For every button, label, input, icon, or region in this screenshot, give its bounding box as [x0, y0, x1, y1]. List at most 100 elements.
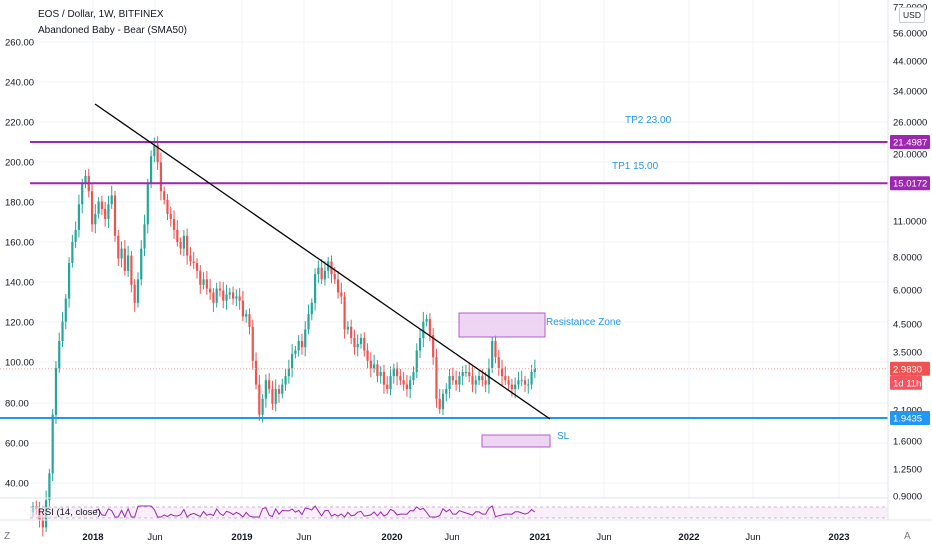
candle-body — [412, 372, 415, 381]
candle-body — [90, 191, 94, 225]
candle-body — [209, 288, 212, 293]
rsi-line — [95, 505, 536, 519]
left-axis-tick-label: 260.00 — [5, 38, 34, 49]
price-label-sl — [890, 411, 930, 425]
candle-body — [264, 380, 267, 399]
candle-body — [104, 208, 107, 219]
candle-body — [418, 338, 422, 351]
candle-body — [415, 350, 418, 373]
candle-body — [182, 235, 185, 249]
right-axis-tick-label: 1.6000 — [893, 437, 922, 448]
candle-body — [451, 376, 454, 381]
candle-body — [530, 372, 533, 385]
resistance-zone-label: Resistance Zone — [546, 317, 621, 328]
candle-body — [520, 380, 523, 382]
candle-body — [369, 360, 372, 369]
candle-body — [477, 376, 481, 381]
time-axis-tick-label: Jun — [596, 532, 611, 543]
candle-body — [353, 338, 356, 348]
candle-body — [461, 372, 464, 377]
candle-body — [504, 376, 507, 381]
currency-button[interactable]: USD — [899, 7, 925, 23]
candle-body — [127, 255, 130, 271]
candle-body — [277, 389, 281, 394]
candle-body — [146, 183, 149, 225]
candle-body — [376, 364, 379, 377]
rsi-label[interactable]: RSI (14, close) — [38, 507, 101, 518]
candle-body — [271, 389, 274, 404]
candle-body — [186, 235, 189, 256]
indicator-label: Abandoned Baby - Bear (SMA50) — [38, 25, 187, 36]
rsi-pane — [30, 505, 888, 519]
candle-body — [222, 290, 225, 301]
candle-body — [425, 319, 428, 322]
auto-scale-button[interactable]: A — [904, 531, 911, 542]
candle-body — [455, 380, 458, 385]
time-axis-tick-label: 2022 — [678, 532, 699, 543]
price-label-countdown — [890, 375, 922, 390]
timezone-button[interactable]: Z — [4, 531, 11, 542]
left-axis-tick-label: 140.00 — [5, 278, 34, 289]
candle-body — [251, 326, 254, 361]
candle-body — [514, 384, 517, 390]
right-axis-tick-label: 8.0000 — [893, 253, 922, 264]
candle-body — [336, 279, 340, 293]
candle-body — [320, 267, 323, 280]
candle-body — [445, 389, 448, 394]
candle-body — [97, 201, 100, 214]
candle-body — [238, 296, 241, 301]
candle-body — [136, 279, 140, 303]
price-label-text-countdown: 1d 11h — [893, 378, 921, 389]
time-axis-tick-label: Jun — [745, 532, 760, 543]
candle-body — [395, 368, 399, 377]
candle-body — [356, 344, 359, 348]
candle-body — [402, 380, 405, 385]
candle-body — [48, 473, 51, 501]
candle-body — [494, 341, 497, 358]
candle-body — [248, 314, 251, 327]
candle-body — [123, 248, 126, 271]
candle-body — [359, 338, 363, 345]
candle-body — [140, 248, 143, 280]
candle-body — [304, 329, 307, 348]
price-label-tp2 — [890, 135, 930, 149]
candle-body — [382, 372, 386, 385]
candle-body — [176, 229, 179, 242]
candle-body — [346, 326, 349, 330]
candle-body — [179, 241, 182, 249]
right-axis-tick-label: 11.0000 — [893, 217, 927, 228]
left-axis-tick-label: 40.00 — [5, 479, 29, 490]
candle-body — [517, 380, 520, 385]
left-axis-tick-label: 160.00 — [5, 238, 34, 249]
candle-body — [159, 162, 163, 192]
candle-body — [113, 195, 117, 236]
candle-body — [294, 350, 297, 354]
price-label-text-tp1: 15.0172 — [893, 179, 927, 190]
candle-body — [484, 380, 487, 385]
candle-body — [323, 270, 327, 280]
time-axis-tick-label: 2023 — [828, 532, 849, 543]
candle-body — [133, 284, 136, 303]
grid — [30, 0, 888, 498]
candle-body — [474, 380, 477, 385]
candle-body — [284, 376, 287, 385]
candle-body — [202, 279, 205, 285]
right-axis-tick-label: 0.9000 — [893, 492, 922, 503]
candle-body — [205, 279, 208, 289]
sl-zone — [481, 434, 551, 448]
candle-body — [468, 372, 471, 377]
overlays: TP2 23.00 TP1 15.00 Resistance Zone SL — [0, 103, 888, 448]
candle-body — [195, 262, 199, 271]
left-axis-tick-label: 100.00 — [5, 358, 34, 369]
candle-body — [172, 218, 176, 230]
candle-body — [143, 224, 146, 249]
candle-body — [379, 372, 382, 377]
candle-body — [533, 368, 536, 373]
trend-line — [94, 103, 551, 420]
price-label-last — [890, 361, 930, 376]
left-axis-tick-label: 240.00 — [5, 78, 34, 89]
candle-body — [281, 384, 284, 394]
candle-body — [300, 341, 304, 348]
